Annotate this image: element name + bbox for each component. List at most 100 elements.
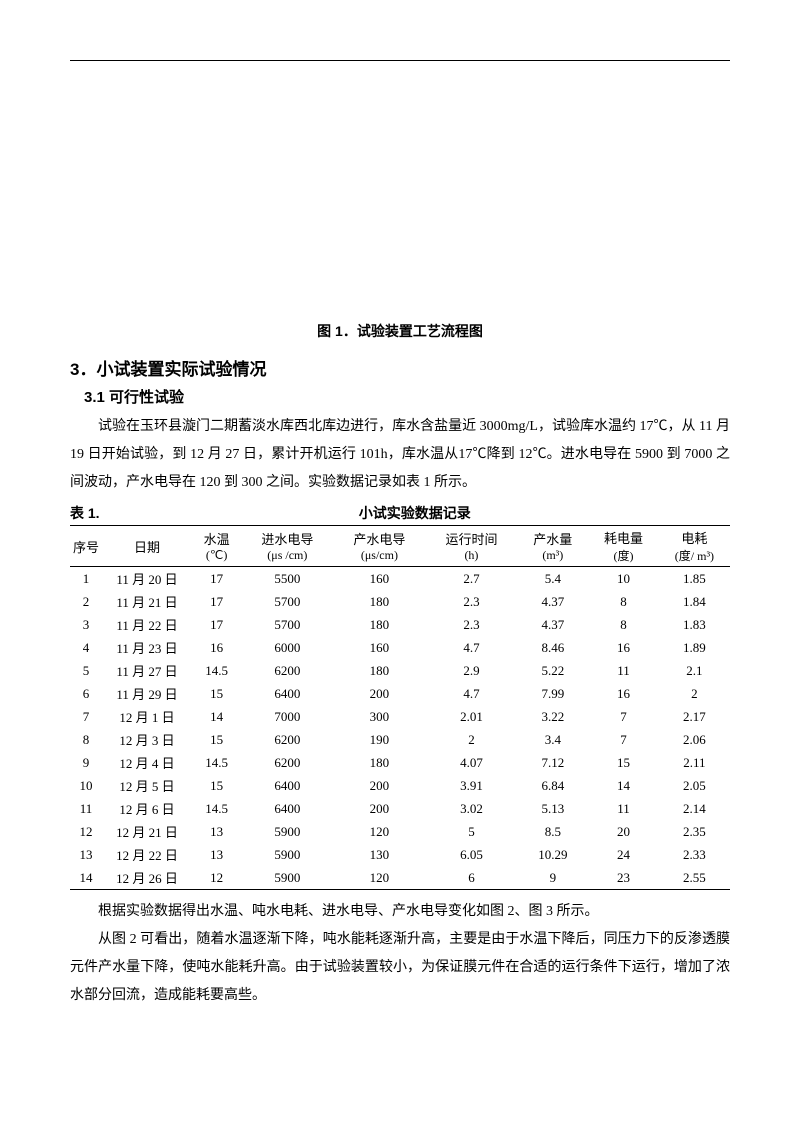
table-cell: 15 — [588, 751, 659, 774]
table-cell: 2.33 — [659, 843, 730, 866]
table-cell: 10.29 — [517, 843, 588, 866]
col-runtime: 运行时间 (h) — [425, 526, 517, 567]
table-cell: 200 — [333, 682, 425, 705]
table-cell: 6.05 — [425, 843, 517, 866]
table-1: 序号 日期 水温 (℃) 进水电导 (μs /cm) 产水电导 (μs/ — [70, 525, 730, 890]
col-unit: (μs /cm) — [243, 548, 331, 563]
col-label: 水温 — [204, 532, 230, 547]
table-cell: 180 — [333, 751, 425, 774]
table-1-title: 小试实验数据记录 — [100, 503, 730, 523]
table-cell: 6200 — [241, 728, 333, 751]
table-cell: 4.07 — [425, 751, 517, 774]
col-label: 产水电导 — [353, 532, 405, 547]
table-cell: 3.22 — [517, 705, 588, 728]
table-cell: 6200 — [241, 659, 333, 682]
table-cell: 7.12 — [517, 751, 588, 774]
table-cell: 15 — [192, 728, 241, 751]
table-cell: 7000 — [241, 705, 333, 728]
table-cell: 23 — [588, 866, 659, 890]
table-cell: 6400 — [241, 797, 333, 820]
table-cell: 3.4 — [517, 728, 588, 751]
col-label: 电耗 — [681, 531, 707, 546]
table-row: 311 月 22 日1757001802.34.3781.83 — [70, 613, 730, 636]
table-cell: 5 — [70, 659, 102, 682]
table-cell: 12 月 3 日 — [102, 728, 192, 751]
table-cell: 160 — [333, 636, 425, 659]
table-cell: 160 — [333, 567, 425, 591]
table-row: 511 月 27 日14.562001802.95.22112.1 — [70, 659, 730, 682]
col-label: 序号 — [73, 540, 99, 555]
table-cell: 2 — [659, 682, 730, 705]
table-cell: 14.5 — [192, 751, 241, 774]
table-cell: 7.99 — [517, 682, 588, 705]
table-cell: 6200 — [241, 751, 333, 774]
table-header-row: 序号 日期 水温 (℃) 进水电导 (μs /cm) 产水电导 (μs/ — [70, 526, 730, 567]
table-cell: 11 月 27 日 — [102, 659, 192, 682]
section-3-heading: 3．小试装置实际试验情况 — [70, 355, 730, 380]
table-cell: 17 — [192, 613, 241, 636]
table-cell: 12 月 1 日 — [102, 705, 192, 728]
col-label: 进水电导 — [261, 532, 313, 547]
table-cell: 16 — [192, 636, 241, 659]
after-p2: 从图 2 可看出，随着水温逐渐下降，吨水能耗逐渐升高，主要是由于水温下降后，同压… — [70, 926, 730, 1010]
table-cell: 9 — [517, 866, 588, 890]
table-cell: 6400 — [241, 682, 333, 705]
table-cell: 5900 — [241, 843, 333, 866]
col-unit: (℃) — [194, 548, 239, 563]
table-row: 1312 月 22 日1359001306.0510.29242.33 — [70, 843, 730, 866]
table-cell: 180 — [333, 590, 425, 613]
table-cell: 120 — [333, 820, 425, 843]
table-cell: 3 — [70, 613, 102, 636]
table-cell: 12 — [192, 866, 241, 890]
col-unit: (度/ m³) — [661, 547, 728, 564]
table-cell: 8 — [70, 728, 102, 751]
table-cell: 14 — [70, 866, 102, 890]
table-cell: 2.7 — [425, 567, 517, 591]
table-cell: 11 月 23 日 — [102, 636, 192, 659]
col-output: 产水量 (m³) — [517, 526, 588, 567]
table-cell: 4.7 — [425, 682, 517, 705]
table-cell: 16 — [588, 682, 659, 705]
table-cell: 1.84 — [659, 590, 730, 613]
table-cell: 2.01 — [425, 705, 517, 728]
table-cell: 20 — [588, 820, 659, 843]
table-cell: 9 — [70, 751, 102, 774]
table-cell: 3.02 — [425, 797, 517, 820]
table-cell: 7 — [70, 705, 102, 728]
table-cell: 6400 — [241, 774, 333, 797]
table-cell: 300 — [333, 705, 425, 728]
table-cell: 15 — [192, 682, 241, 705]
table-cell: 1.89 — [659, 636, 730, 659]
table-cell: 10 — [588, 567, 659, 591]
col-unit: (m³) — [519, 548, 586, 563]
table-body: 111 月 20 日1755001602.75.4101.85211 月 21 … — [70, 567, 730, 890]
col-unit: (μs/cm) — [335, 548, 423, 563]
table-row: 411 月 23 日1660001604.78.46161.89 — [70, 636, 730, 659]
table-cell: 2.3 — [425, 590, 517, 613]
table-cell: 11 月 22 日 — [102, 613, 192, 636]
table-cell: 4 — [70, 636, 102, 659]
table-row: 1012 月 5 日1564002003.916.84142.05 — [70, 774, 730, 797]
col-label: 日期 — [134, 540, 160, 555]
table-cell: 8 — [588, 613, 659, 636]
col-label: 耗电量 — [604, 531, 643, 546]
table-cell: 12 — [70, 820, 102, 843]
table-cell: 17 — [192, 567, 241, 591]
table-cell: 11 月 21 日 — [102, 590, 192, 613]
table-row: 912 月 4 日14.562001804.077.12152.11 — [70, 751, 730, 774]
page: 图 1．试验装置工艺流程图 3．小试装置实际试验情况 3.1 可行性试验 试验在… — [0, 0, 800, 1132]
table-cell: 2.17 — [659, 705, 730, 728]
table-cell: 5900 — [241, 820, 333, 843]
table-cell: 180 — [333, 613, 425, 636]
table-cell: 2.9 — [425, 659, 517, 682]
table-cell: 8.5 — [517, 820, 588, 843]
table-cell: 12 月 21 日 — [102, 820, 192, 843]
table-cell: 4.37 — [517, 590, 588, 613]
table-cell: 8 — [588, 590, 659, 613]
table-cell: 11 月 29 日 — [102, 682, 192, 705]
section-3-1-heading: 3.1 可行性试验 — [84, 386, 730, 407]
table-row: 1212 月 21 日13590012058.5202.35 — [70, 820, 730, 843]
table-cell: 4.7 — [425, 636, 517, 659]
table-cell: 12 月 22 日 — [102, 843, 192, 866]
table-cell: 12 月 5 日 — [102, 774, 192, 797]
